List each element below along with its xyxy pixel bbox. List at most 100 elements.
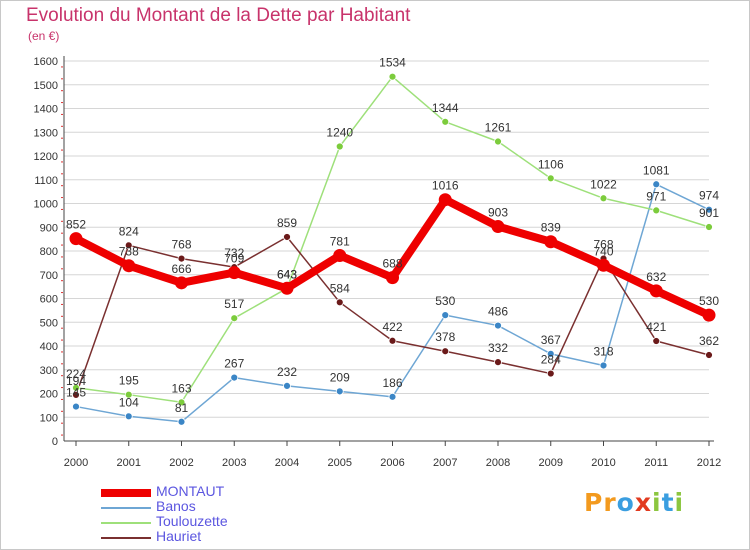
logo-letter: r	[603, 488, 617, 517]
proxiti-logo: Proxiti	[584, 488, 684, 517]
logo-letter: x	[634, 488, 652, 517]
x-tick-label: 2012	[697, 457, 721, 469]
data-point	[69, 232, 83, 246]
data-point	[335, 142, 344, 151]
legend-swatch	[101, 489, 151, 497]
data-label: 1081	[643, 163, 670, 177]
data-label: 768	[171, 238, 191, 252]
data-labels: 145 104 81 267 232 209 186 530 486 367 318 1081 974 2…	[66, 56, 719, 415]
chart-subtitle: (en €)	[28, 29, 60, 43]
data-label: 709	[224, 252, 244, 266]
data-label: 530	[435, 294, 455, 308]
data-label: 738	[119, 245, 139, 259]
data-point	[441, 311, 450, 320]
data-label: 839	[541, 221, 561, 235]
grid	[64, 60, 709, 442]
data-label: 781	[330, 235, 350, 249]
data-label: 768	[593, 238, 613, 252]
x-tick-label: 2011	[644, 457, 668, 469]
logo-letter: o	[616, 488, 635, 517]
data-point	[652, 206, 661, 215]
y-tick-label: 300	[40, 365, 58, 377]
data-label: 971	[646, 189, 666, 203]
y-tick-label: 1600	[34, 56, 58, 68]
logo-letter: P	[584, 488, 604, 517]
y-tick-label: 1300	[34, 127, 58, 139]
data-point	[388, 336, 397, 345]
data-label: 421	[646, 320, 666, 334]
data-label: 901	[699, 206, 719, 220]
data-point	[652, 180, 661, 189]
data-point	[283, 233, 291, 241]
x-tick-label: 2008	[486, 457, 510, 469]
data-label: 378	[435, 330, 455, 344]
data-label: 1261	[485, 121, 512, 135]
y-tick-label: 800	[40, 246, 58, 258]
legend-swatch	[101, 522, 151, 524]
data-point	[702, 308, 716, 322]
data-label: 1016	[432, 179, 459, 193]
data-point	[441, 347, 450, 356]
data-label: 284	[541, 353, 561, 367]
data-point	[227, 266, 241, 280]
data-label: 732	[224, 246, 244, 260]
data-point	[177, 417, 186, 426]
data-point	[546, 349, 555, 358]
y-tick-label: 200	[40, 389, 58, 401]
x-tick-label: 2006	[380, 457, 404, 469]
data-label: 859	[277, 216, 297, 230]
data-point	[230, 373, 239, 382]
data-point	[335, 298, 344, 307]
data-label: 688	[382, 257, 402, 271]
legend-label: Banos	[156, 498, 196, 514]
data-point	[177, 254, 186, 263]
data-point	[705, 223, 713, 231]
legend-label: Hauriet	[156, 528, 202, 544]
chart-title: Evolution du Montant de la Dette par Hab…	[26, 5, 411, 26]
data-point	[386, 271, 399, 285]
data-point	[124, 390, 133, 399]
data-point	[122, 259, 136, 273]
data-label: 1344	[432, 101, 459, 115]
data-label: 81	[175, 401, 189, 415]
data-label: 852	[66, 218, 86, 232]
data-label: 666	[171, 262, 191, 276]
data-label: 232	[277, 365, 297, 379]
data-label: 195	[119, 374, 139, 388]
y-tick-label: 900	[40, 222, 58, 234]
data-label: 1240	[326, 126, 353, 140]
data-point	[388, 72, 397, 81]
data-label: 824	[119, 224, 139, 238]
data-label: 422	[382, 320, 402, 334]
series-points	[69, 72, 716, 426]
data-label: 1106	[538, 157, 564, 171]
data-point	[72, 402, 80, 411]
data-label: 974	[699, 189, 719, 203]
data-label: 367	[541, 333, 561, 347]
x-tick-label: 2009	[539, 457, 563, 469]
y-tick-label: 0	[52, 436, 58, 448]
legend-swatch	[101, 537, 151, 539]
data-point	[599, 361, 608, 370]
data-label: 267	[224, 357, 244, 371]
y-tick-label: 1200	[34, 151, 58, 163]
logo-letter: t	[661, 488, 675, 517]
data-label: 194	[66, 374, 86, 388]
y-tick-label: 1400	[34, 104, 58, 116]
logo-letter: i	[652, 488, 662, 517]
data-point	[72, 391, 80, 399]
data-label: 530	[699, 294, 719, 308]
data-label: 104	[119, 395, 139, 409]
data-label: 643	[277, 267, 297, 281]
y-tick-label: 100	[40, 412, 58, 424]
x-tick-label: 2001	[117, 457, 141, 469]
data-label: 318	[593, 344, 613, 358]
data-point	[652, 337, 661, 345]
x-tick-label: 2004	[275, 457, 299, 469]
data-label: 362	[699, 334, 719, 348]
y-tick-label: 1100	[34, 175, 58, 187]
y-tick-label: 500	[40, 317, 58, 329]
data-label: 163	[171, 381, 191, 395]
data-label: 517	[224, 297, 244, 311]
